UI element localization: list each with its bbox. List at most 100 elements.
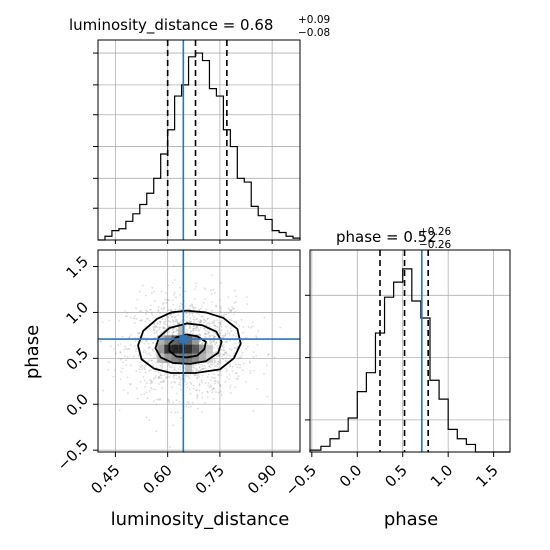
- sample-point: [158, 383, 160, 385]
- sample-point: [192, 387, 195, 390]
- x-tick-label-luminosity-distance: 0.75: [192, 461, 228, 497]
- sample-point: [219, 322, 222, 324]
- sample-point: [218, 354, 220, 357]
- sample-point: [168, 333, 171, 336]
- sample-point: [187, 308, 190, 310]
- sample-point: [213, 360, 216, 363]
- sample-point: [152, 364, 154, 367]
- sample-point: [178, 400, 181, 403]
- xlabel-phase: phase: [384, 509, 438, 530]
- sample-point: [145, 416, 148, 419]
- sample-point: [151, 313, 154, 316]
- sample-point: [239, 364, 242, 367]
- title-phase-minus: −0.26: [419, 239, 451, 251]
- sample-point: [195, 374, 197, 376]
- sample-point: [145, 382, 148, 385]
- sample-point: [179, 302, 182, 305]
- sample-point: [219, 353, 222, 356]
- sample-point: [218, 324, 221, 326]
- sample-point: [212, 321, 215, 324]
- sample-point: [130, 333, 133, 336]
- sample-point: [206, 332, 208, 335]
- sample-point: [246, 303, 249, 306]
- sample-point: [249, 369, 252, 372]
- sample-point: [194, 326, 197, 329]
- sample-point: [201, 396, 204, 399]
- sample-point: [159, 323, 162, 325]
- sample-point: [185, 374, 188, 377]
- sample-point: [211, 376, 213, 379]
- sample-point: [183, 375, 186, 378]
- sample-point: [112, 375, 115, 378]
- density-cell: [199, 353, 206, 363]
- sample-point: [149, 354, 152, 357]
- sample-point: [144, 364, 147, 367]
- sample-point: [212, 321, 215, 324]
- contour-level-2: [154, 322, 223, 365]
- sample-point: [161, 386, 163, 389]
- sample-point: [199, 319, 202, 322]
- density-cell: [178, 344, 186, 354]
- panel-frame: [97, 249, 301, 453]
- sample-point: [157, 377, 160, 379]
- sample-point: [206, 342, 209, 344]
- sample-point: [163, 306, 166, 309]
- sample-point: [198, 313, 201, 316]
- sample-point: [153, 400, 155, 403]
- sample-point: [212, 335, 215, 338]
- sample-point: [230, 330, 232, 332]
- sample-point: [144, 325, 147, 328]
- sample-point: [218, 298, 221, 301]
- sample-point: [237, 363, 240, 366]
- sample-point: [186, 375, 189, 378]
- sample-point: [188, 325, 191, 328]
- sample-point: [124, 345, 127, 348]
- sample-point: [208, 365, 210, 368]
- sample-point: [229, 333, 231, 336]
- sample-point: [235, 301, 237, 304]
- sample-point: [238, 325, 241, 328]
- sample-point: [225, 325, 227, 328]
- sample-point: [200, 305, 203, 308]
- sample-point: [228, 363, 231, 366]
- sample-point: [159, 374, 162, 377]
- sample-point: [235, 321, 238, 324]
- sample-point: [213, 336, 216, 338]
- sample-point: [189, 373, 192, 376]
- sample-point: [179, 379, 182, 381]
- sample-point: [166, 326, 169, 328]
- sample-point: [209, 289, 212, 291]
- sample-point: [172, 370, 174, 373]
- density-cell: [185, 362, 193, 373]
- sample-point: [196, 325, 198, 328]
- sample-point: [135, 370, 138, 372]
- sample-point: [199, 333, 201, 336]
- sample-point: [150, 304, 152, 307]
- sample-point: [200, 363, 203, 366]
- sample-point: [230, 311, 233, 314]
- sample-point: [198, 383, 201, 385]
- sample-point: [224, 380, 227, 383]
- sample-point: [204, 320, 207, 322]
- sample-point: [185, 320, 188, 323]
- sample-point: [141, 366, 143, 368]
- sample-point: [198, 309, 201, 312]
- sample-point: [143, 367, 146, 369]
- sample-point: [177, 314, 180, 316]
- sample-point: [126, 355, 129, 358]
- sample-point: [226, 376, 229, 379]
- sample-point: [186, 401, 189, 403]
- density-cell: [192, 344, 199, 354]
- sample-point: [146, 353, 149, 356]
- sample-point: [199, 320, 201, 323]
- sample-point: [170, 366, 173, 369]
- sample-point: [199, 369, 202, 371]
- density-cell: [192, 335, 199, 345]
- sample-point: [201, 381, 203, 384]
- sample-point: [188, 313, 191, 316]
- sample-point: [193, 327, 196, 330]
- sample-point: [137, 355, 140, 358]
- sample-point: [193, 316, 196, 318]
- x-tick-label-luminosity-distance: 0.60: [140, 461, 176, 497]
- sample-point: [154, 336, 157, 339]
